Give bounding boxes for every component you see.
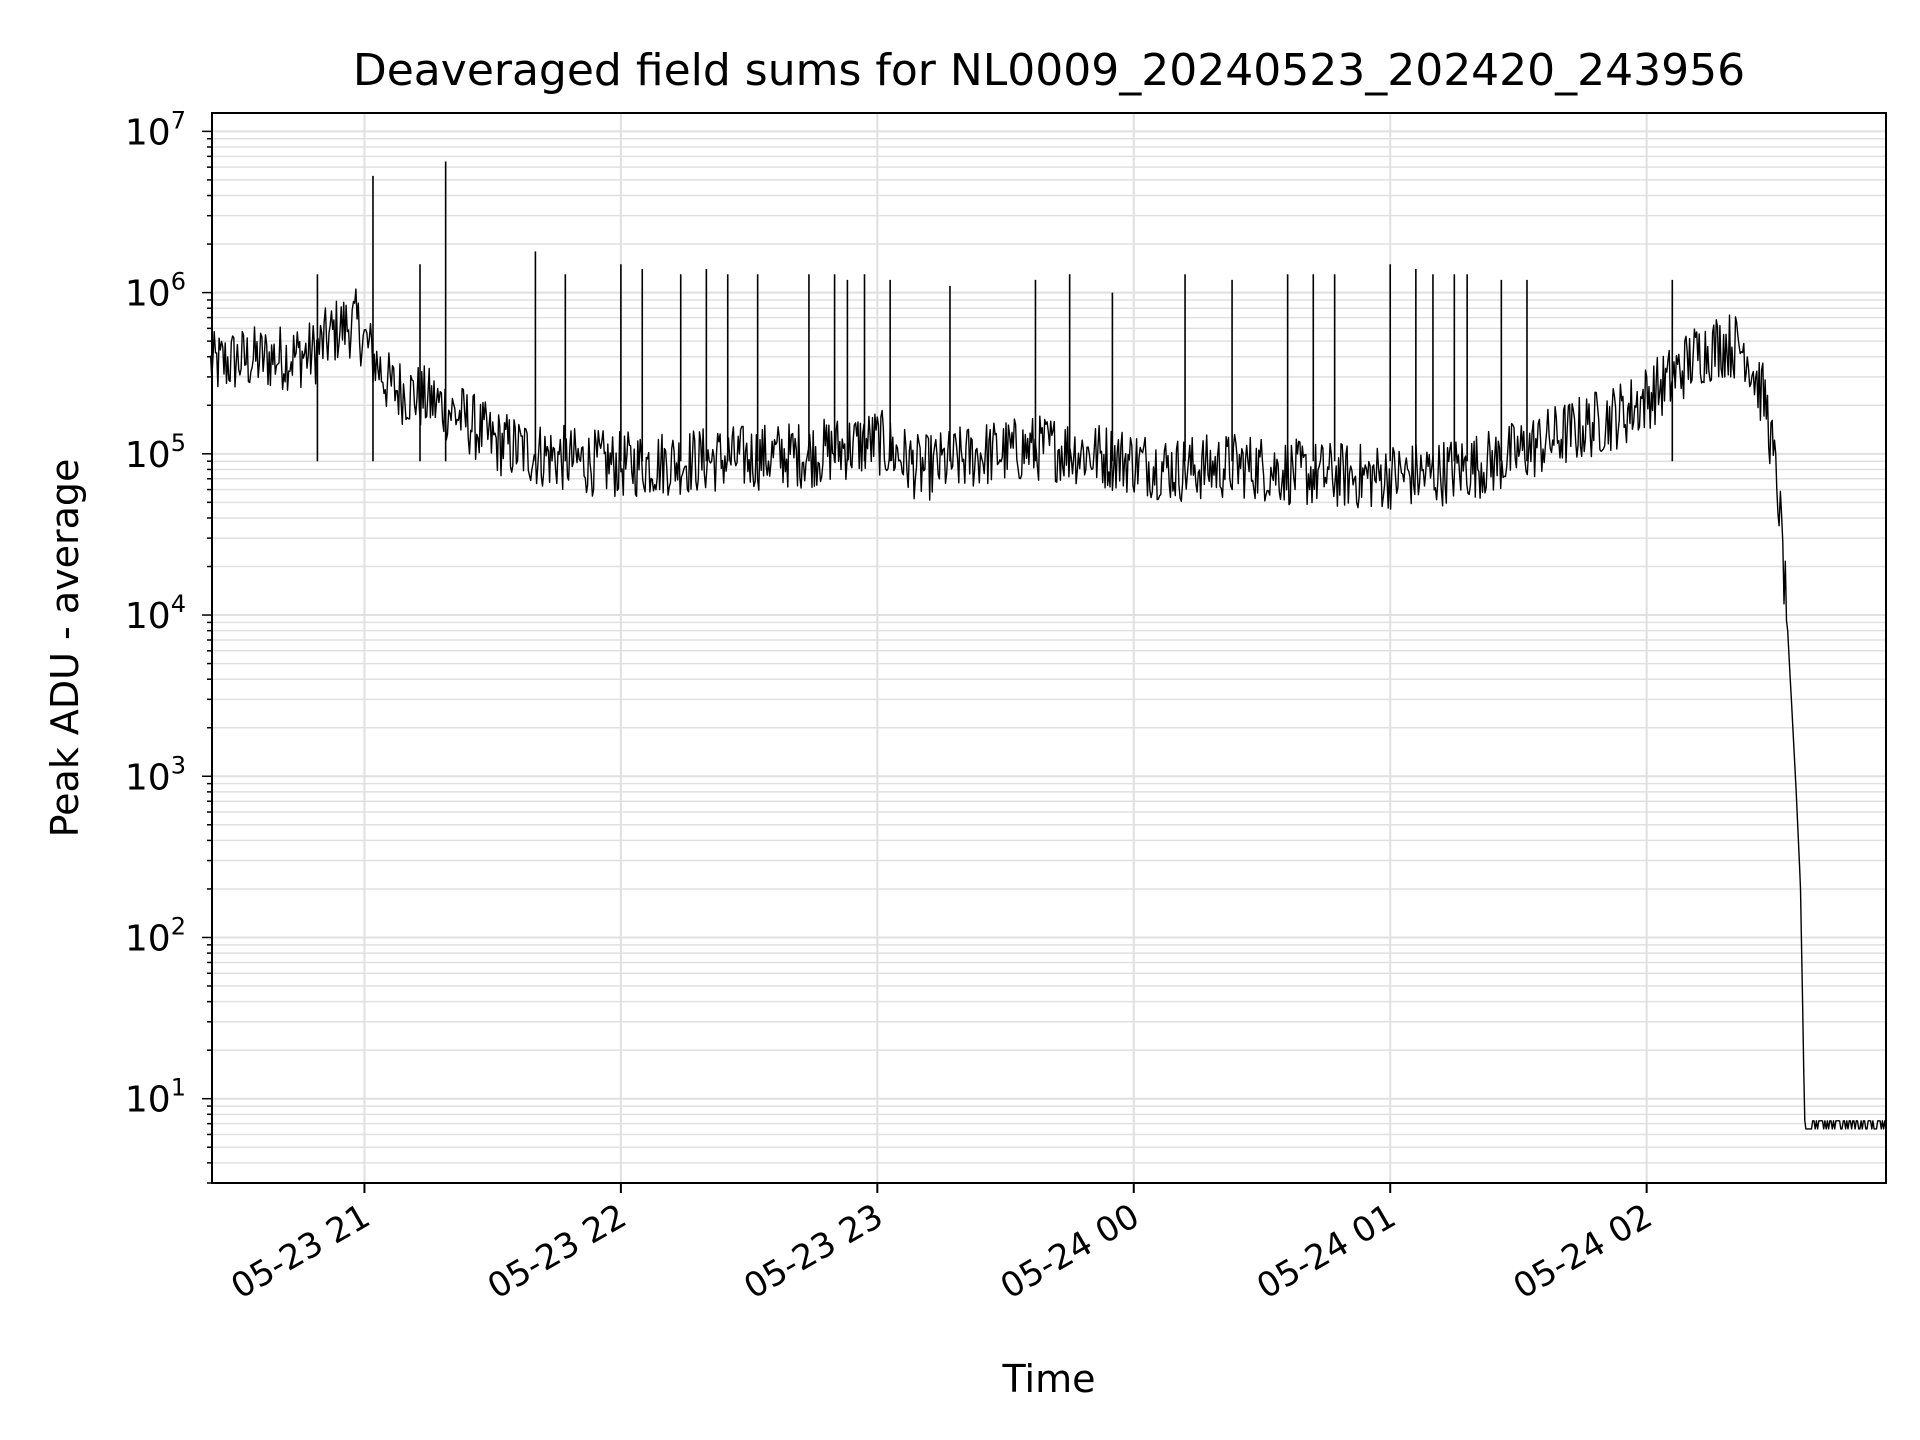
series-line: [209, 288, 1887, 1130]
plot-area: [209, 161, 1887, 1130]
y-tick-label: 105: [125, 429, 186, 476]
x-axis-label: Time: [1002, 1357, 1096, 1401]
y-tick-label: 102: [125, 912, 186, 959]
y-tick-label: 106: [125, 268, 186, 315]
y-tick-label: 107: [125, 106, 186, 153]
y-tick-label: 103: [125, 751, 186, 798]
plot-frame: [211, 112, 1887, 1184]
y-axis-label: Peak ADU - average: [43, 459, 87, 838]
grid: [212, 113, 1886, 1184]
y-tick-label: 101: [125, 1074, 186, 1121]
chart-title: Deaveraged field sums for NL0009_2024052…: [353, 45, 1745, 96]
y-tick-label: 104: [125, 590, 186, 637]
